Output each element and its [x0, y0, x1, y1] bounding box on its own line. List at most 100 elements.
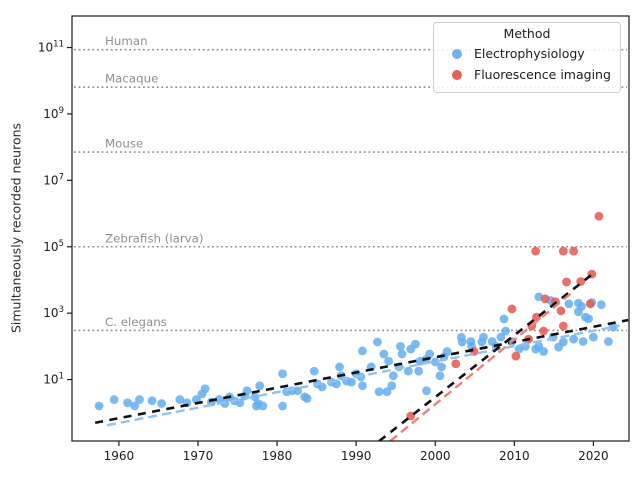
- reference-line-label: Zebrafish (larva): [105, 231, 203, 245]
- data-point: [558, 246, 568, 256]
- data-point: [511, 351, 521, 361]
- data-point: [437, 362, 446, 372]
- data-point: [302, 394, 312, 403]
- data-point: [258, 401, 268, 411]
- x-tick-label: 1970: [183, 449, 214, 463]
- data-point: [540, 294, 550, 304]
- y-tick-label: 101: [43, 372, 64, 387]
- legend-item-electrophysiology: Electrophysiology: [442, 43, 612, 64]
- legend-item-label: Electrophysiology: [474, 46, 585, 61]
- data-point: [411, 339, 420, 349]
- reference-line-label: Human: [105, 34, 148, 48]
- data-point: [430, 357, 440, 367]
- data-point: [479, 332, 488, 342]
- data-point: [558, 321, 568, 331]
- data-point: [384, 356, 393, 366]
- data-point: [130, 401, 140, 411]
- data-point: [589, 332, 598, 342]
- axes-frame: [71, 15, 630, 442]
- data-point: [531, 246, 541, 256]
- data-point: [442, 347, 452, 356]
- reference-line-label: C. elegans: [105, 315, 167, 329]
- data-point: [358, 381, 367, 391]
- data-point: [422, 386, 431, 396]
- data-point: [387, 381, 397, 391]
- data-point: [585, 299, 595, 309]
- data-point: [255, 381, 265, 391]
- data-point: [425, 349, 435, 359]
- x-tick-label: 2000: [420, 449, 451, 463]
- data-point: [278, 401, 288, 411]
- trend-line-imaging-reference: [378, 270, 597, 441]
- data-point: [578, 337, 588, 346]
- data-point: [382, 387, 392, 397]
- data-point: [562, 277, 571, 287]
- y-axis-label: Simultaneously recorded neurons: [8, 122, 24, 334]
- trend-line-electrophysiology-reference: [94, 318, 629, 425]
- data-point: [569, 334, 579, 344]
- legend: Method Electrophysiology Fluorescence im…: [433, 22, 621, 93]
- data-point: [358, 346, 367, 356]
- y-tick-label: 107: [43, 172, 64, 187]
- data-point: [396, 341, 405, 351]
- electrophysiology-marker-icon: [452, 48, 462, 59]
- data-point: [373, 337, 382, 347]
- data-point: [406, 411, 416, 421]
- data-point: [157, 399, 167, 408]
- data-point: [123, 398, 132, 408]
- y-tick-label: 103: [43, 305, 64, 320]
- data-point: [250, 392, 260, 402]
- data-point: [604, 337, 613, 346]
- data-point: [507, 304, 517, 314]
- x-tick-label: 2010: [499, 449, 530, 463]
- data-point: [539, 347, 548, 356]
- data-point: [397, 349, 407, 359]
- fluorescence-imaging-marker-icon: [452, 69, 462, 80]
- data-point: [451, 359, 461, 369]
- data-point: [403, 366, 413, 376]
- y-tick-label: 1011: [38, 40, 64, 55]
- legend-item-fluorescence-imaging: Fluorescence imaging: [442, 64, 612, 85]
- data-point: [374, 387, 384, 397]
- reference-line-label: Macaque: [105, 72, 158, 86]
- reference-line-label: Mouse: [105, 137, 143, 151]
- data-point: [569, 246, 579, 256]
- data-point: [335, 362, 344, 372]
- data-point: [608, 322, 618, 332]
- data-point: [379, 349, 389, 359]
- data-point: [496, 332, 506, 342]
- data-point: [200, 384, 210, 394]
- data-point: [594, 211, 604, 221]
- trend-line-imaging-fit: [389, 289, 576, 441]
- data-point: [147, 396, 157, 406]
- data-point: [94, 401, 104, 411]
- data-point: [501, 326, 511, 336]
- data-point: [309, 366, 319, 376]
- x-tick-label: 1980: [262, 449, 293, 463]
- data-point: [388, 371, 398, 381]
- y-tick-label: 109: [43, 106, 64, 121]
- data-point: [175, 395, 185, 404]
- data-point: [584, 314, 594, 324]
- x-tick-label: 1960: [104, 449, 135, 463]
- data-point: [577, 301, 586, 311]
- data-point: [564, 299, 574, 309]
- data-point: [558, 337, 568, 347]
- data-point: [539, 326, 548, 336]
- data-point: [347, 377, 356, 387]
- data-point: [499, 314, 509, 324]
- x-tick-label: 2020: [578, 449, 609, 463]
- data-point: [457, 337, 467, 347]
- data-point: [109, 395, 119, 404]
- x-tick-label: 1990: [341, 449, 372, 463]
- data-point: [435, 371, 445, 381]
- data-point: [596, 300, 606, 310]
- legend-title: Method: [503, 26, 551, 41]
- y-tick-label: 105: [43, 239, 64, 254]
- data-point: [278, 369, 288, 379]
- legend-item-label: Fluorescence imaging: [474, 67, 611, 82]
- data-point: [414, 366, 424, 376]
- trend-line-electrophysiology-fit: [106, 324, 620, 427]
